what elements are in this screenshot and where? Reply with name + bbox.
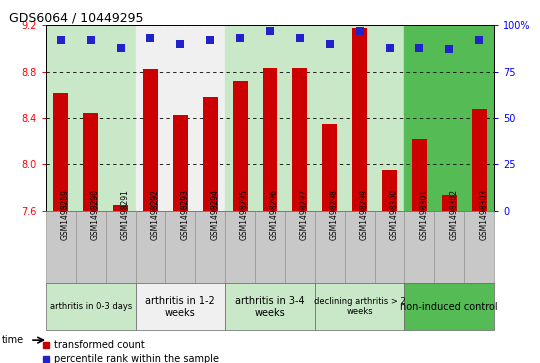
Text: time: time [2,335,24,345]
Bar [165,211,195,283]
Bar [225,25,315,211]
Point [57,37,65,43]
Text: GSM1498299: GSM1498299 [360,189,369,240]
Text: arthritis in 1-2
weeks: arthritis in 1-2 weeks [145,296,215,318]
Bar [404,283,494,330]
Bar [262,68,278,211]
Bar [225,283,315,330]
Text: GSM1498294: GSM1498294 [210,189,219,240]
Text: non-induced control: non-induced control [401,302,498,312]
Point [326,41,334,47]
Bar [345,211,375,283]
Point [176,41,185,47]
Text: GSM1498295: GSM1498295 [240,189,249,240]
Bar [442,196,457,211]
Bar [113,205,128,211]
Text: GSM1498293: GSM1498293 [180,189,190,240]
Bar [434,211,464,283]
Point [236,36,245,41]
Point [475,37,483,43]
Point [385,45,394,50]
Bar [136,211,165,283]
Point [295,36,304,41]
Bar [322,124,337,211]
Bar [285,211,315,283]
Bar [83,113,98,211]
Text: GSM1498300: GSM1498300 [389,189,399,240]
Text: GSM1498292: GSM1498292 [151,189,159,240]
Text: GSM1498303: GSM1498303 [479,189,488,240]
Bar [46,283,136,330]
Bar [464,211,494,283]
Text: declining arthritis > 2
weeks: declining arthritis > 2 weeks [314,297,406,317]
Text: arthritis in 0-3 days: arthritis in 0-3 days [50,302,132,311]
Bar [106,211,136,283]
Bar [136,25,225,211]
Bar [315,211,345,283]
Bar [404,25,494,211]
Point [86,37,95,43]
Text: percentile rank within the sample: percentile rank within the sample [54,354,219,363]
Bar [225,211,255,283]
Text: GSM1498301: GSM1498301 [420,189,428,240]
Bar [195,211,225,283]
Bar [375,211,404,283]
Point [206,37,214,43]
Bar [136,283,225,330]
Text: GSM1498302: GSM1498302 [449,189,458,240]
Text: GSM1498296: GSM1498296 [270,189,279,240]
Text: transformed count: transformed count [54,340,145,350]
Bar [173,114,188,211]
Text: GSM1498290: GSM1498290 [91,189,100,240]
Bar [76,211,106,283]
Bar [315,25,404,211]
Text: arthritis in 3-4
weeks: arthritis in 3-4 weeks [235,296,305,318]
Text: GSM1498291: GSM1498291 [120,189,130,240]
Bar [382,170,397,211]
Bar [352,28,367,211]
Bar [404,211,434,283]
Text: GDS6064 / 10449295: GDS6064 / 10449295 [9,11,144,24]
Point [146,36,155,41]
Point [266,28,274,34]
Bar [143,69,158,211]
Text: GSM1498298: GSM1498298 [330,189,339,240]
Point [355,28,364,34]
Bar [255,211,285,283]
Bar [472,109,487,211]
Bar [46,25,136,211]
Point [445,46,454,52]
Point [116,45,125,50]
Bar [233,81,247,211]
Bar [203,97,218,211]
Bar [293,68,307,211]
Bar [412,139,427,211]
Bar [315,283,404,330]
Text: GSM1498289: GSM1498289 [61,189,70,240]
Bar [53,93,69,211]
Point [415,45,424,50]
Bar [46,211,76,283]
Text: GSM1498297: GSM1498297 [300,189,309,240]
